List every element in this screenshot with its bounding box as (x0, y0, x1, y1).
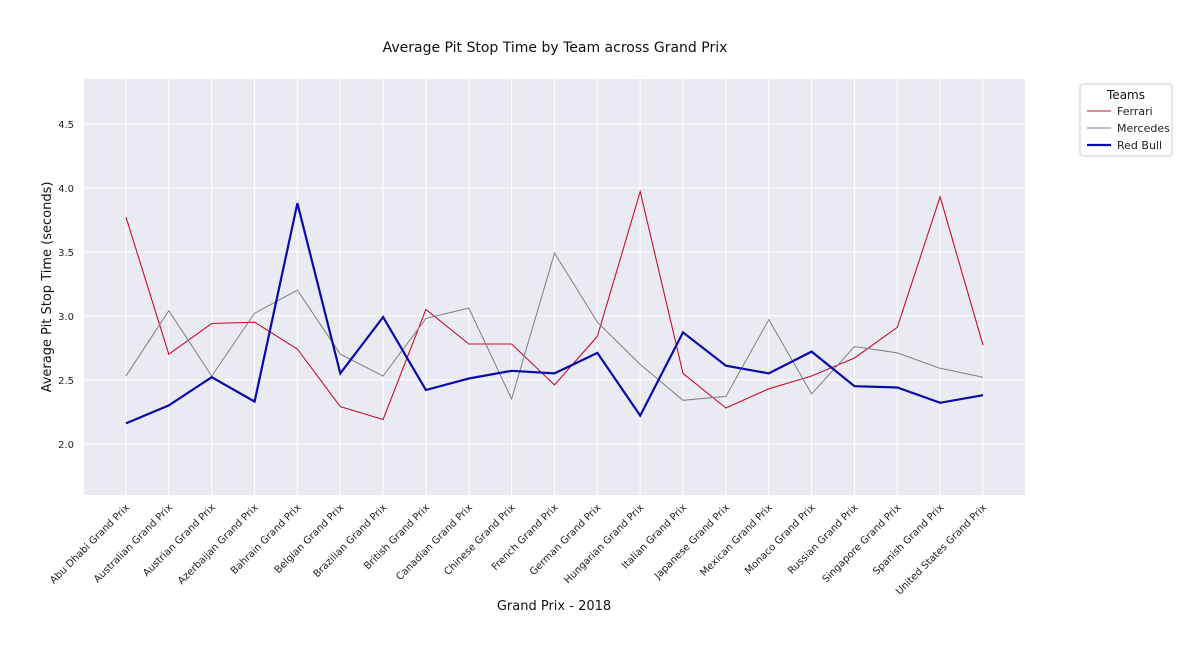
legend-title: Teams (1106, 88, 1145, 102)
chart-title: Average Pit Stop Time by Team across Gra… (383, 40, 728, 56)
y-axis-ticks: 2.0 2.5 3.0 3.5 4.0 4.5 (58, 120, 74, 451)
y-tick-label: 4.0 (58, 184, 74, 195)
x-tick-label: Japanese Grand Prix (652, 502, 732, 582)
legend-box (1079, 83, 1173, 157)
y-tick-label: 2.0 (58, 440, 74, 451)
series-line-mercedes (125, 251, 984, 401)
x-tick-label: Monaco Grand Prix (743, 502, 818, 577)
x-tick-label: Brazilian Grand Prix (312, 502, 390, 580)
y-tick-label: 3.5 (58, 248, 74, 259)
legend-label: Mercedes (1117, 122, 1170, 135)
x-tick-label: Azerbaijan Grand Prix (176, 502, 261, 587)
x-tick-label: Mexican Grand Prix (699, 502, 775, 578)
x-tick-label: Hungarian Grand Prix (562, 502, 646, 586)
x-tick-label: Chinese Grand Prix (442, 502, 517, 577)
x-tick-label: Russian Grand Prix (786, 502, 860, 576)
x-tick-label: Canadian Grand Prix (394, 502, 475, 583)
y-tick-label: 2.5 (58, 376, 74, 387)
x-tick-label: Australian Grand Prix (92, 502, 175, 585)
y-axis-label: Average Pit Stop Time (seconds) (40, 182, 55, 393)
x-tick-label: United States Grand Prix (894, 502, 989, 597)
x-tick-label: Bahrain Grand Prix (229, 502, 304, 577)
x-tick-label: Abu Dhabi Grand Prix (48, 502, 132, 586)
grid (84, 79, 1025, 495)
x-tick-label: Singapore Grand Prix (821, 502, 904, 585)
series-lines (125, 189, 984, 425)
y-tick-label: 3.0 (58, 312, 74, 323)
series-line-red-bull (125, 202, 984, 425)
legend-label: Ferrari (1117, 105, 1153, 118)
x-tick-label: Austrian Grand Prix (141, 502, 218, 579)
x-axis-label: Grand Prix - 2018 (497, 599, 611, 614)
x-tick-label: Spanish Grand Prix (871, 502, 946, 577)
legend-label: Red Bull (1117, 139, 1162, 152)
legend-items: Ferrari Mercedes Red Bull (1087, 105, 1170, 152)
legend: Teams Ferrari Mercedes Red Bull (1079, 83, 1173, 157)
y-tick-label: 4.5 (58, 120, 74, 131)
x-tick-label: German Grand Prix (528, 502, 604, 578)
